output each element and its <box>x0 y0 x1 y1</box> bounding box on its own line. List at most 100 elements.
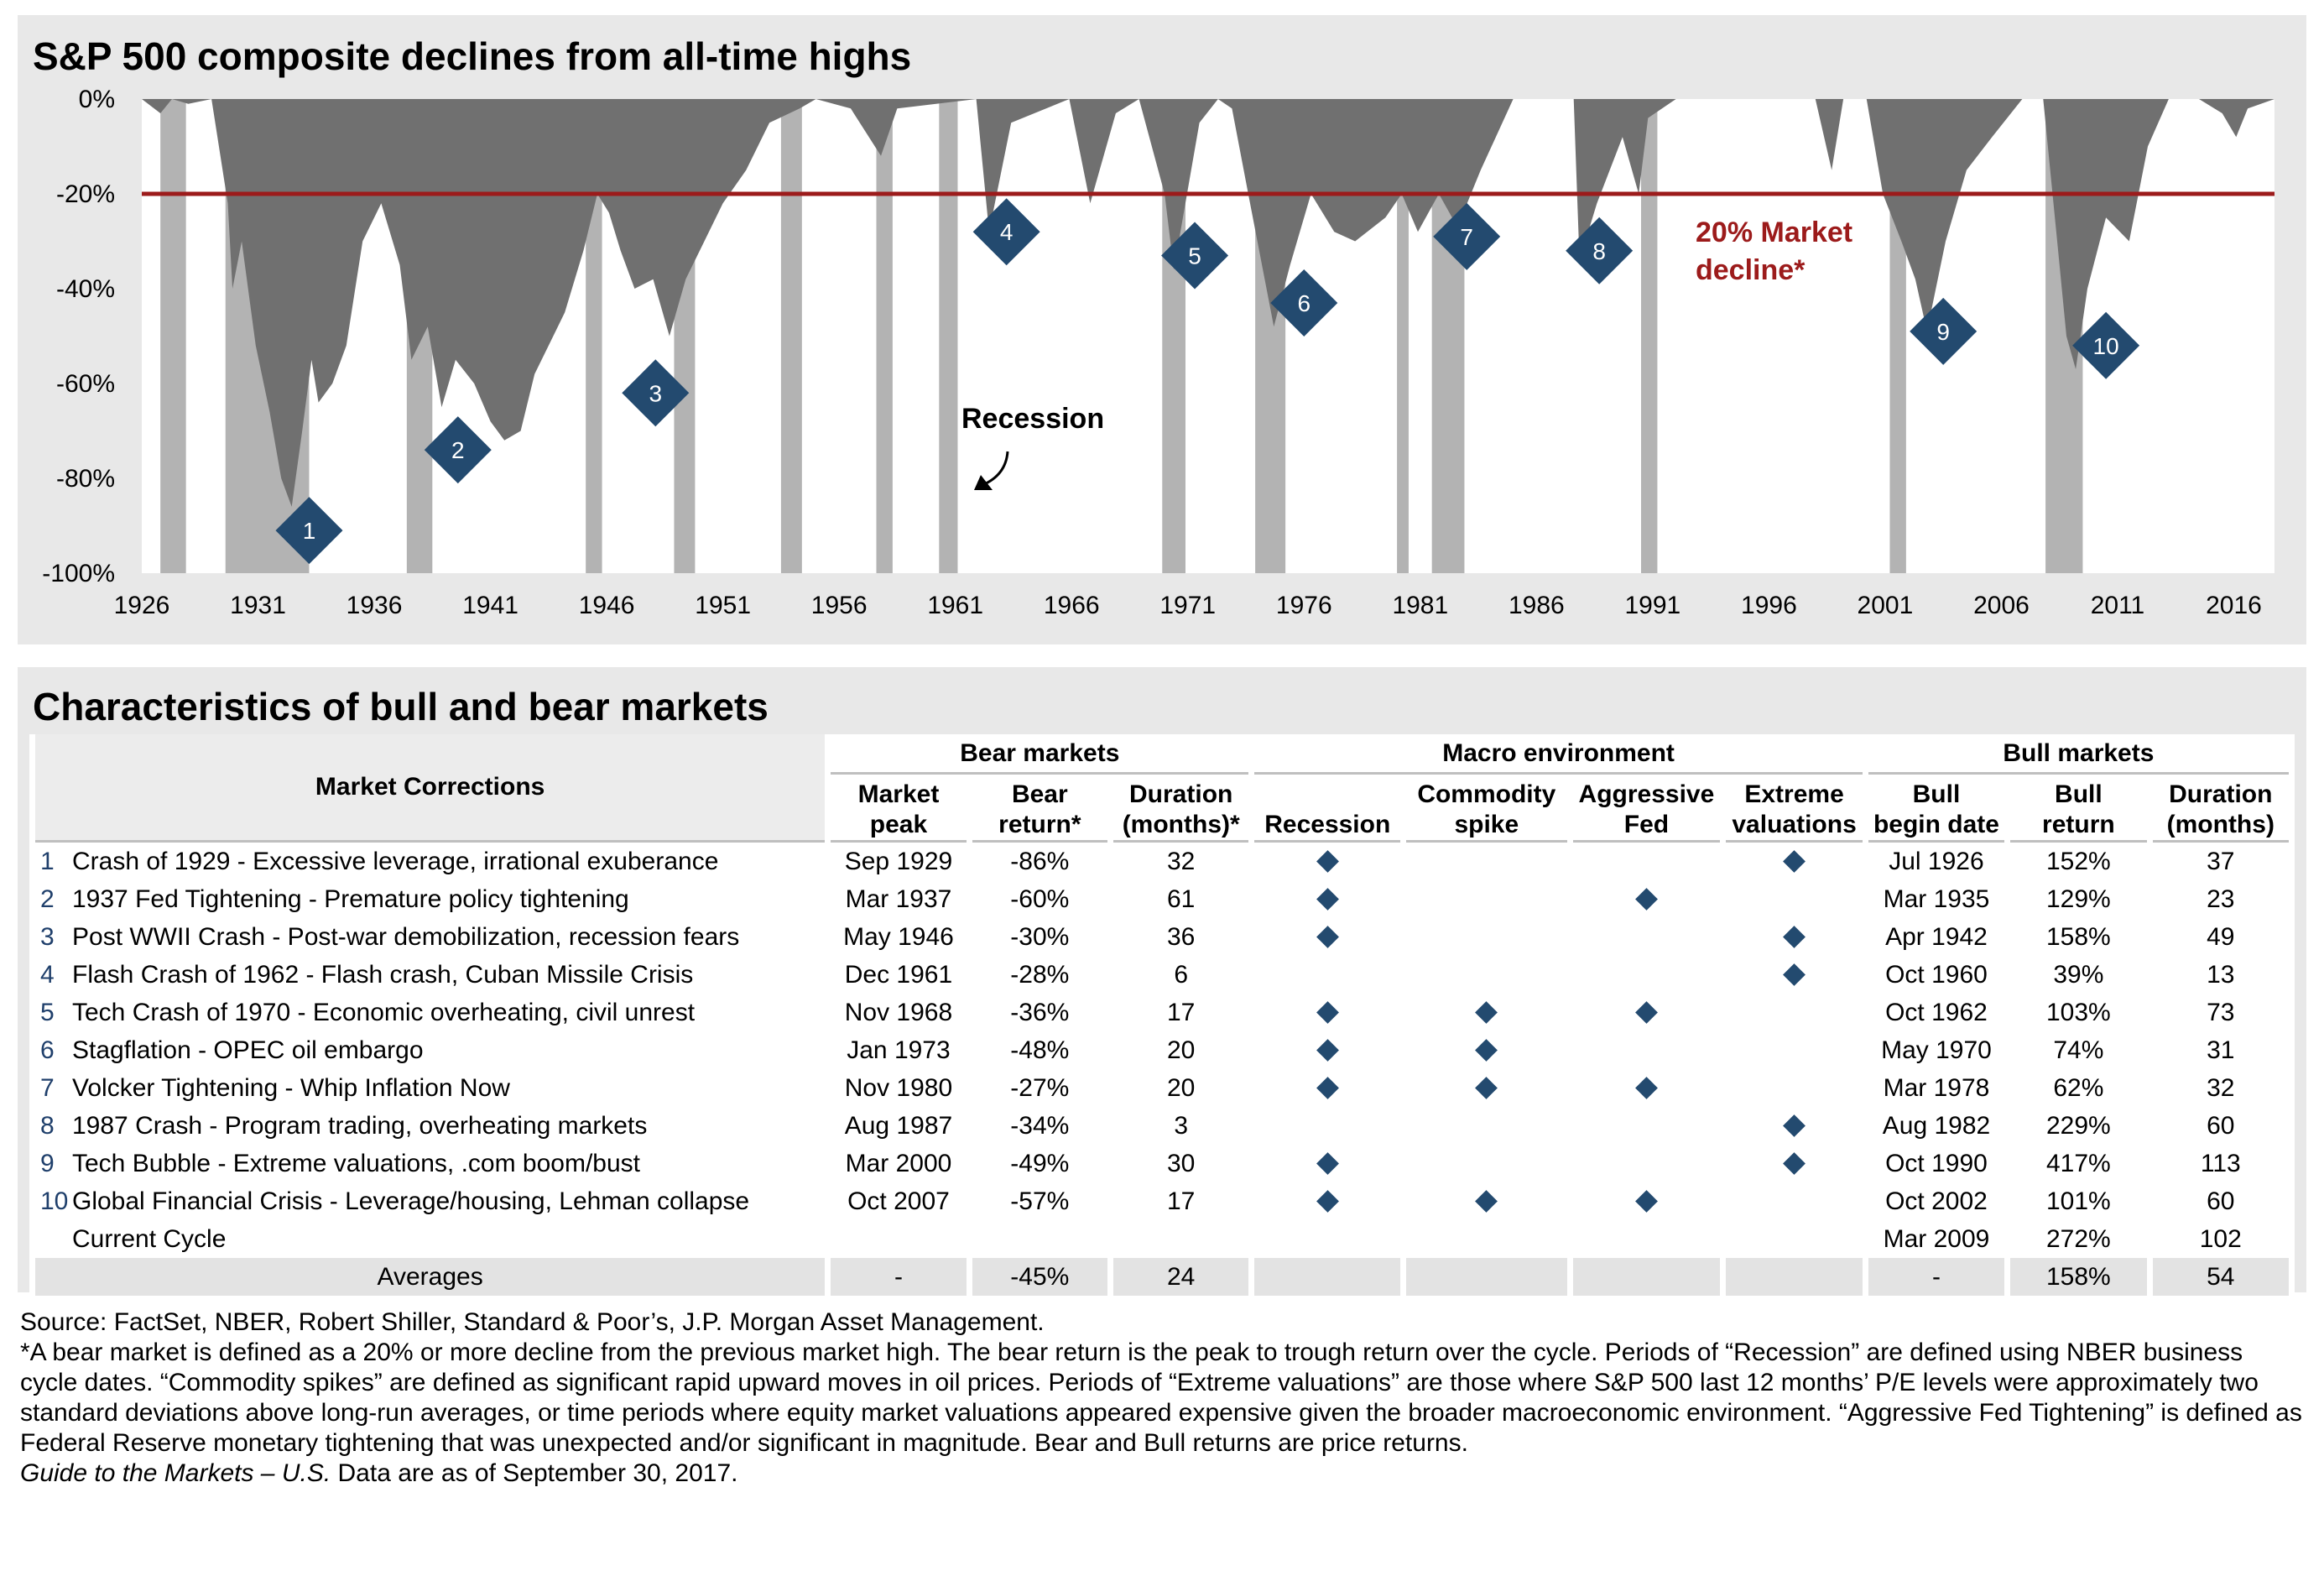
market-peak: Mar 1937 <box>845 885 952 913</box>
x-tick-label-1951: 1951 <box>695 592 751 619</box>
group-bear-markets: Bear markets <box>831 734 1249 775</box>
recession-band-11 <box>1397 99 1409 573</box>
aggressive-fed <box>1573 1107 1721 1145</box>
aggressive-fed <box>1573 1069 1721 1107</box>
bear-return: -48% <box>1010 1036 1070 1064</box>
commodity-spike <box>1406 994 1566 1031</box>
aggressive-fed <box>1573 880 1721 918</box>
recession <box>1254 994 1400 1031</box>
header-bull-return: Bull return <box>2010 775 2147 843</box>
aggressive-fed <box>1573 1031 1721 1069</box>
market-peak: Dec 1961 <box>844 960 953 989</box>
row-number: 10 <box>40 1187 69 1215</box>
commodity-spike <box>1406 1031 1566 1069</box>
bull-duration: 23 <box>2207 885 2235 913</box>
chart-title: S&P 500 composite declines from all-time… <box>33 34 912 78</box>
correction-name: 9 Tech Bubble - Extreme valuations, .com … <box>35 1145 825 1182</box>
recession-band-13 <box>1641 99 1658 573</box>
aggressive-fed <box>1573 843 1721 880</box>
correction-label: 1937 Fed Tightening - Premature policy t… <box>72 885 629 913</box>
bear-return: -34% <box>1010 1111 1070 1140</box>
bull-begin-date: Jul 1926 <box>1889 847 1984 875</box>
bear-return: -30% <box>1010 922 1070 951</box>
recession <box>1254 1069 1400 1107</box>
extreme-valuations <box>1726 1069 1862 1107</box>
bull-return: 129% <box>2046 885 2111 913</box>
table-body: 1 Crash of 1929 - Excessive leverage, irr… <box>35 843 2289 1296</box>
correction-name: 5 Tech Crash of 1970 - Economic overheati… <box>35 994 825 1031</box>
sub-header-row: Market peak Bear return* Duration (months)*… <box>35 775 2289 843</box>
bull-begin-date: Oct 2002 <box>1885 1187 1988 1215</box>
marker-label-5: 5 <box>1188 243 1201 269</box>
correction-label: Tech Bubble - Extreme valuations, .com b… <box>72 1149 640 1177</box>
marker-label-2: 2 <box>451 437 465 463</box>
bear-duration: 20 <box>1167 1036 1196 1064</box>
correction-label: 1987 Crash - Program trading, overheatin… <box>72 1111 648 1140</box>
commodity-spike-diamond-icon <box>1475 1000 1498 1024</box>
x-tick-label-1981: 1981 <box>1392 592 1448 619</box>
recession-arrow-head <box>974 475 993 490</box>
bear-duration: 6 <box>1174 960 1189 989</box>
marker-5 <box>1161 222 1229 290</box>
table-title: Characteristics of bull and bear markets <box>33 685 769 728</box>
aggressive-fed-diamond-icon <box>1634 1189 1658 1213</box>
bear-return: -28% <box>1010 960 1070 989</box>
avg-bull-duration: 54 <box>2152 1258 2289 1296</box>
bull-begin-date: May 1970 <box>1881 1036 1992 1064</box>
extreme-valuations <box>1726 843 1862 880</box>
x-tick-label-2016: 2016 <box>2206 592 2262 619</box>
header-bear-duration: Duration (months)* <box>1113 775 1249 843</box>
bull-begin-date: Mar 1935 <box>1883 885 1990 913</box>
aggressive-fed <box>1573 1145 1721 1182</box>
bull-return: 229% <box>2046 1111 2111 1140</box>
bear-duration: 61 <box>1167 885 1196 913</box>
correction-name: 6 Stagflation - OPEC oil embargo <box>35 1031 825 1069</box>
bear-duration <box>1113 1220 1248 1258</box>
extreme-valuations-diamond-icon <box>1783 925 1806 948</box>
x-tick-label-1941: 1941 <box>462 592 518 619</box>
current-cycle-row: Current Cycle Mar 2009 272% 102 <box>35 1220 2289 1258</box>
table-row: 3 Post WWII Crash - Post-war demobilizati… <box>35 918 2289 956</box>
recession-diamond-icon <box>1316 887 1339 911</box>
bull-duration: 102 <box>2199 1224 2242 1253</box>
commodity-spike <box>1406 956 1566 994</box>
row-number: 2 <box>40 885 55 913</box>
avg-extreme-valuations <box>1726 1258 1863 1296</box>
extreme-valuations <box>1726 1145 1862 1182</box>
extreme-valuations-diamond-icon <box>1783 1151 1806 1175</box>
extreme-valuations-diamond-icon <box>1783 849 1806 873</box>
recession-diamond-icon <box>1316 925 1339 948</box>
table-row: 7 Volcker Tightening - Whip Inflation Now… <box>35 1069 2289 1107</box>
correction-name: 4 Flash Crash of 1962 - Flash crash, Cuba… <box>35 956 825 994</box>
x-tick-label-1996: 1996 <box>1741 592 1797 619</box>
x-tick-label-1961: 1961 <box>927 592 983 619</box>
avg-aggressive-fed <box>1572 1258 1721 1296</box>
bull-return: 103% <box>2046 998 2111 1026</box>
row-number: 5 <box>40 998 55 1026</box>
bear-duration: 3 <box>1174 1111 1189 1140</box>
header-commodity-spike: Commodity spike <box>1406 775 1567 843</box>
aggressive-fed-diamond-icon <box>1634 1076 1658 1099</box>
bear-duration: 30 <box>1167 1149 1196 1177</box>
correction-label: Crash of 1929 - Excessive leverage, irra… <box>72 847 719 875</box>
bull-return: 158% <box>2046 922 2111 951</box>
guide-note: Guide to the Markets – U.S. Data are as … <box>20 1459 2302 1489</box>
marker-label-3: 3 <box>649 380 663 406</box>
y-tick-label-0: 0% <box>79 86 115 113</box>
correction-name: 2 1937 Fed Tightening - Premature policy … <box>35 880 825 918</box>
bear-duration: 36 <box>1167 922 1196 951</box>
bull-begin-date: Oct 1962 <box>1885 998 1988 1026</box>
group-header-row: Market Corrections Bear markets Macro en… <box>35 734 2289 843</box>
bull-duration: 113 <box>2200 1149 2241 1177</box>
threshold-label: 20% Market <box>1696 217 1852 248</box>
header-aggressive-fed: Aggressive Fed <box>1572 775 1721 843</box>
marker-label-9: 9 <box>1936 319 1950 345</box>
aggressive-fed <box>1573 994 1721 1031</box>
x-tick-label-1971: 1971 <box>1159 592 1216 619</box>
x-tick-label-1956: 1956 <box>811 592 868 619</box>
group-macro-environment: Macro environment <box>1254 734 1863 775</box>
table-row: 10 Global Financial Crisis - Leverage/hou… <box>35 1182 2289 1220</box>
x-tick-label-1986: 1986 <box>1509 592 1565 619</box>
market-peak: Sep 1929 <box>844 847 953 875</box>
averages-row: Averages - -45% 24-158% 54 <box>35 1258 2289 1296</box>
